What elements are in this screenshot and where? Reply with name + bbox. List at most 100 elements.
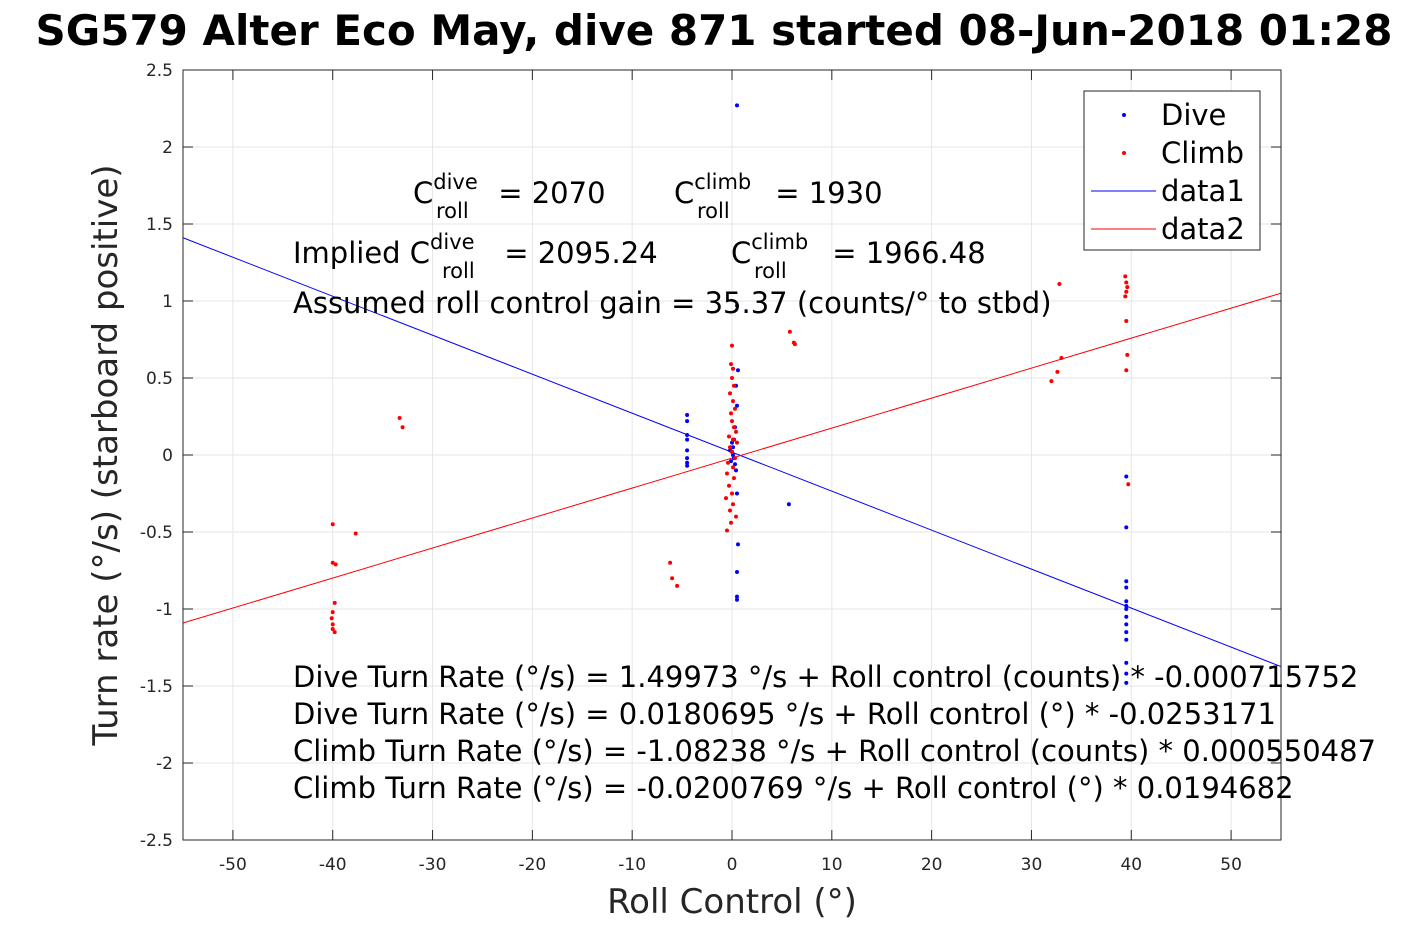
- dive-point: [1124, 603, 1129, 608]
- dive-point: [734, 491, 739, 496]
- dive-point: [685, 419, 690, 424]
- y-tick-label: 1.5: [146, 215, 173, 235]
- dive-counts-equation: Dive Turn Rate (°/s) = 1.49973 °/s + Rol…: [293, 660, 1358, 694]
- dive-point: [734, 403, 739, 408]
- climb-point: [728, 508, 733, 513]
- dive-point: [734, 303, 739, 308]
- dive-point: [735, 542, 740, 547]
- dive-point: [730, 440, 734, 445]
- x-tick-label: -20: [518, 855, 546, 875]
- legend: Dive Climb data1 data2: [1083, 90, 1261, 251]
- climb-point: [668, 560, 673, 565]
- y-tick-label: -2.5: [140, 831, 173, 851]
- climb-point: [731, 476, 736, 481]
- dive-point: [1124, 579, 1129, 584]
- y-tick-label: 2: [162, 138, 173, 158]
- climb-point: [730, 419, 734, 424]
- x-tick-label: 20: [921, 855, 943, 875]
- dive-point: [685, 437, 690, 442]
- x-tick-label: 30: [1021, 855, 1043, 875]
- climb-point: [729, 362, 734, 367]
- legend-box: [1083, 90, 1261, 251]
- x-tick-label: -50: [219, 855, 247, 875]
- dive-point: [1124, 660, 1129, 665]
- dive-point: [1124, 585, 1129, 590]
- x-tick-labels: -50 -40 -30 -20 -10 0 10 20 30 40 50: [219, 855, 1242, 875]
- y-tick-label: 0: [162, 446, 173, 466]
- climb-point: [330, 560, 335, 565]
- dive-point: [685, 448, 690, 453]
- dive-point: [733, 468, 738, 473]
- climb-point: [397, 416, 402, 421]
- climb-point: [330, 622, 335, 627]
- climb-point: [727, 434, 732, 439]
- climb-point: [1049, 379, 1054, 384]
- climb-point: [724, 496, 729, 501]
- climb-degrees-equation: Climb Turn Rate (°/s) = -0.0200769 °/s +…: [293, 771, 1294, 805]
- climb-point: [733, 514, 738, 519]
- climb-point: [730, 366, 735, 371]
- climb-point: [1126, 482, 1131, 487]
- climb-point: [1124, 368, 1129, 373]
- dive-point: [1124, 599, 1129, 604]
- climb-point: [1125, 285, 1130, 290]
- climb-point: [728, 391, 733, 396]
- climb-point: [733, 429, 738, 434]
- y-tick-label: -1: [156, 600, 173, 620]
- climb-point: [332, 600, 337, 605]
- dive-point: [1124, 607, 1129, 611]
- dive-point: [734, 594, 739, 599]
- x-tick-label: -40: [319, 855, 347, 875]
- dive-point: [1124, 630, 1129, 635]
- y-tick-label: 0.5: [146, 369, 173, 389]
- y-axis-label: Turn rate (°/s) (starboard positive): [86, 164, 126, 746]
- climb-point: [1123, 274, 1128, 279]
- climb-point: [1123, 294, 1128, 299]
- climb-counts-equation: Climb Turn Rate (°/s) = -1.08238 °/s + R…: [293, 734, 1376, 768]
- climb-point: [1125, 352, 1130, 357]
- dive-point: [734, 103, 739, 108]
- climb-point: [725, 471, 730, 476]
- dive-point: [1124, 622, 1129, 627]
- axis-ticks: [183, 69, 1281, 841]
- y-tick-labels: -2.5 -2 -1.5 -1 -0.5 0 0.5 1 1.5 2 2.5: [140, 61, 173, 851]
- y-tick-label: 1: [162, 292, 173, 312]
- dive-point: [1124, 637, 1129, 642]
- implied-c-roll-dive-annotation: Implied Cdive roll = 2095.24: [293, 230, 658, 283]
- dive-point: [685, 432, 690, 437]
- x-tick-label: 10: [821, 855, 843, 875]
- climb-point: [787, 329, 792, 334]
- climb-point: [730, 502, 735, 507]
- climb-point: [792, 342, 797, 347]
- dive-point: [685, 460, 690, 465]
- chart-title: SG579 Alter Eco May, dive 871 started 08…: [36, 6, 1393, 55]
- dive-point: [1124, 474, 1129, 479]
- climb-point: [730, 376, 734, 380]
- x-axis-label: Roll Control (°): [607, 882, 857, 922]
- dive-point: [729, 459, 734, 464]
- legend-data1-label: data1: [1161, 174, 1245, 208]
- dive-point: [786, 502, 791, 507]
- climb-point: [730, 437, 735, 442]
- dive-point: [730, 445, 735, 450]
- dive-point: [730, 453, 735, 457]
- climb-point: [675, 583, 680, 588]
- climb-point: [734, 440, 739, 445]
- climb-point: [330, 610, 335, 615]
- x-tick-label: 0: [727, 855, 738, 875]
- climb-point: [1059, 355, 1064, 360]
- dive-point: [685, 463, 690, 468]
- x-tick-label: -10: [618, 855, 646, 875]
- climb-point: [1124, 319, 1129, 324]
- y-tick-label: -2: [156, 754, 173, 774]
- climb-point: [729, 520, 734, 525]
- dive-degrees-equation: Dive Turn Rate (°/s) = 0.0180695 °/s + R…: [293, 697, 1276, 731]
- dive-point: [1124, 614, 1129, 619]
- legend-climb-label: Climb: [1161, 136, 1244, 170]
- climb-point: [727, 483, 732, 488]
- c-roll-dive-annotation: Cdive roll = 2070: [413, 170, 606, 223]
- dive-point: [735, 368, 740, 373]
- dive-point: [732, 462, 737, 467]
- climb-point: [725, 528, 730, 533]
- climb-point: [730, 399, 735, 404]
